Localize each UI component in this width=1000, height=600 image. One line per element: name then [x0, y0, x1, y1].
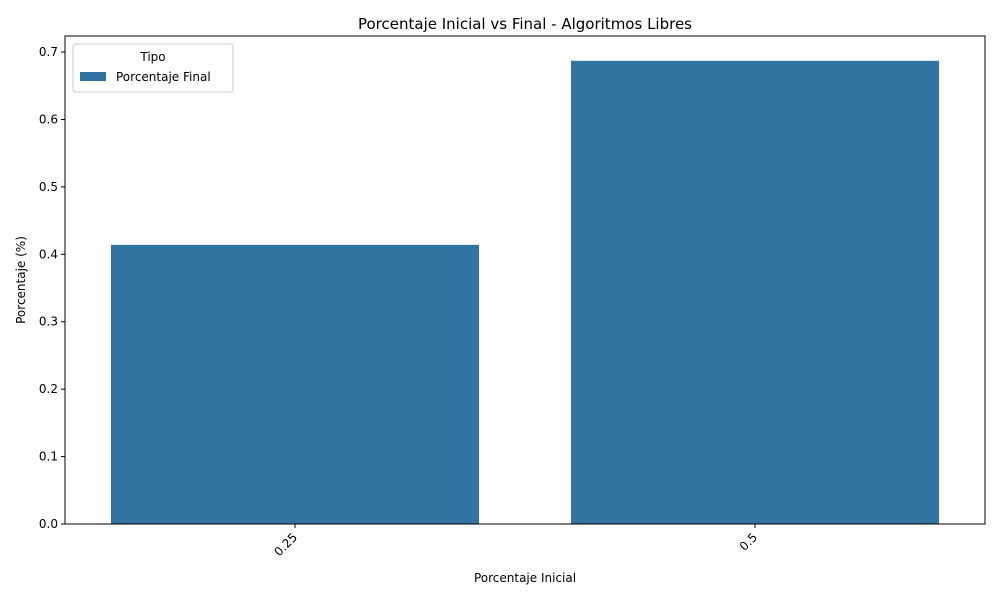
plot-frame	[64, 35, 986, 525]
x-axis: 0.25 0.5	[271, 524, 760, 559]
y-tick-label: 0.6	[39, 112, 58, 126]
x-axis-label: Porcentaje Inicial	[474, 571, 576, 585]
y-tick-label: 0.5	[39, 180, 58, 194]
bar-0.5	[571, 60, 939, 524]
legend-entry-label: Porcentaje Final	[116, 70, 211, 84]
y-tick-label: 0.0	[39, 517, 58, 531]
y-tick-label: 0.1	[39, 450, 58, 464]
legend: Tipo Porcentaje Final	[72, 43, 234, 93]
y-tick-label: 0.2	[39, 382, 58, 396]
y-tick-label: 0.4	[39, 247, 58, 261]
y-tick-label: 0.7	[39, 45, 58, 59]
y-axis-label: Porcentaje (%)	[14, 236, 28, 324]
legend-box	[72, 43, 234, 93]
y-axis: 0.0 0.1 0.2 0.3 0.4 0.5 0.6 0.7	[39, 45, 65, 531]
x-tick-label: 0.25	[271, 530, 300, 559]
bars-layer	[111, 60, 939, 524]
bar-0.25	[111, 244, 479, 524]
x-tick-label: 0.5	[737, 530, 760, 553]
chart-title: Porcentaje Inicial vs Final - Algoritmos…	[358, 15, 692, 33]
y-tick-label: 0.3	[39, 315, 58, 329]
legend-swatch	[80, 72, 106, 81]
legend-title: Tipo	[139, 50, 165, 64]
